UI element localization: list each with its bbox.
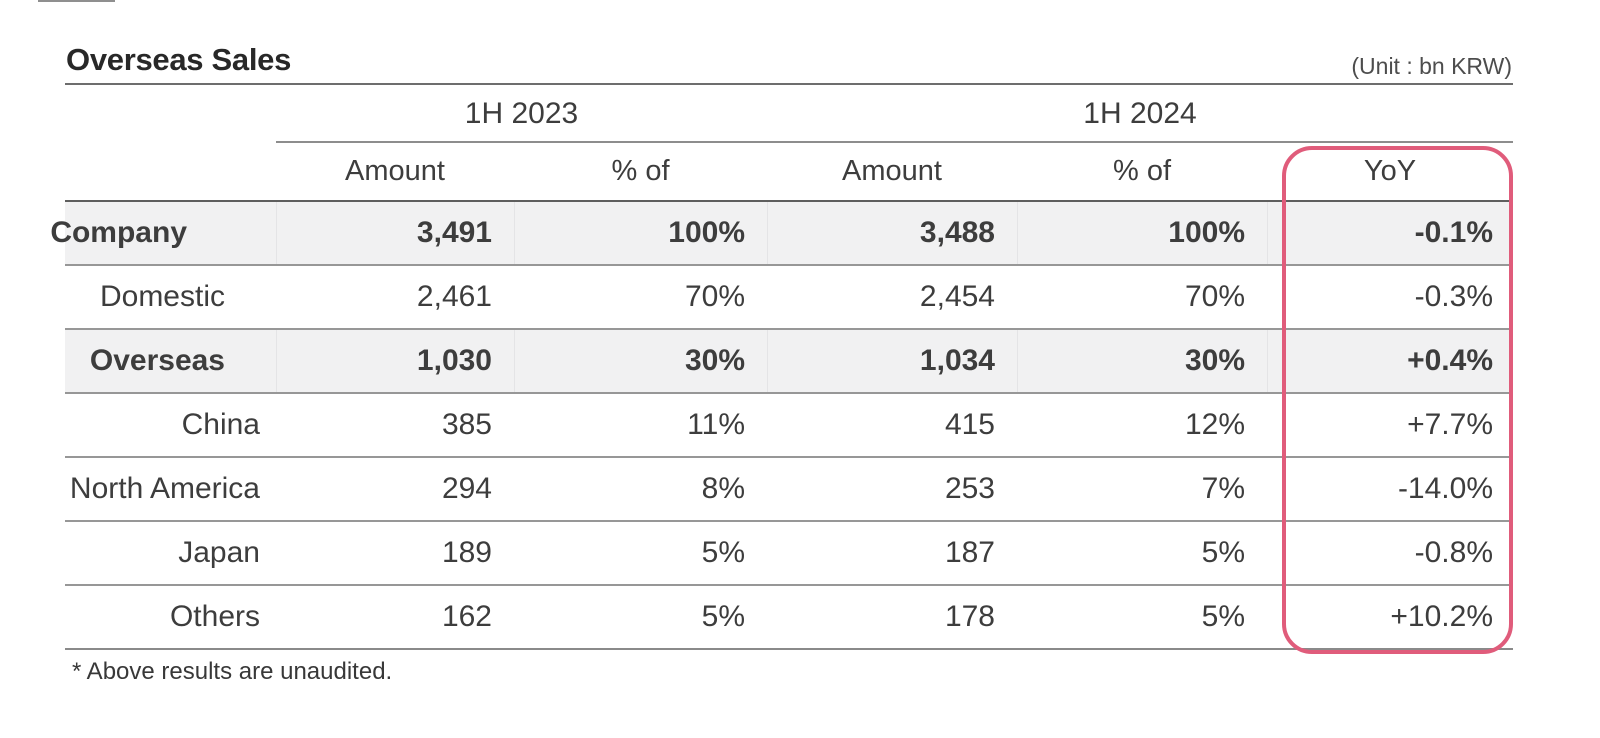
group-header-1h2024: 1H 2024 — [1083, 97, 1197, 130]
pct-2023-value: 30% — [514, 330, 767, 392]
page-title: Overseas Sales — [66, 42, 292, 77]
row-label: Others — [169, 600, 260, 633]
yoy-value: -0.8% — [1414, 536, 1493, 569]
row-label: Company — [50, 216, 187, 249]
pct-2024-value: 5% — [1201, 600, 1245, 633]
yoy-value: -0.3% — [1414, 280, 1493, 313]
amount-2023-value: 189 — [441, 536, 492, 569]
column-header-amount-2024: Amount — [842, 155, 942, 187]
amount-2023-value: 385 — [441, 408, 492, 441]
table-row-overseas: Overseas 1,030 30% 1,034 30% +0.4% — [65, 330, 1513, 394]
table-row-domestic: Domestic 2,461 70% 2,454 70% -0.3% — [65, 266, 1513, 330]
table-row-others: Others 162 5% 178 5% +10.2% — [65, 586, 1513, 650]
footnote: * Above results are unaudited. — [72, 658, 393, 685]
pct-2023-value: 100% — [514, 202, 767, 264]
unit-label: (Unit : bn KRW) — [1351, 53, 1512, 79]
pct-2024-value: 70% — [1184, 280, 1245, 313]
pct-2024-value: 12% — [1184, 408, 1245, 441]
overseas-sales-table: 1H 2023 1H 2024 Amount % of Amount % of … — [50, 83, 1513, 654]
amount-2024-value: 415 — [944, 408, 995, 441]
amount-2024-value: 1,034 — [767, 330, 1017, 392]
yoy-value: -14.0% — [1397, 472, 1493, 505]
table-row-china: China 385 11% 415 12% +7.7% — [65, 394, 1513, 458]
pct-2024-value: 30% — [1017, 330, 1267, 392]
table-column-header-row: Amount % of Amount % of YoY — [65, 143, 1513, 202]
pct-2023-value: 8% — [701, 472, 745, 505]
group-header-1h2023: 1H 2023 — [464, 97, 579, 130]
column-header-yoy: YoY — [1363, 155, 1417, 187]
yoy-value: +7.7% — [1407, 408, 1493, 441]
amount-2024-value: 187 — [944, 536, 995, 569]
row-label: Japan — [178, 536, 260, 569]
amount-2023-value: 1,030 — [276, 330, 514, 392]
top-edge-line-fragment — [38, 0, 115, 2]
pct-2024-value: 7% — [1201, 472, 1245, 505]
column-header-amount-2023: Amount — [345, 155, 445, 187]
amount-2024-value: 3,488 — [767, 202, 1017, 264]
amount-2023-value: 294 — [441, 472, 492, 505]
group-header-underline — [276, 141, 1513, 143]
amount-2024-value: 2,454 — [919, 280, 995, 313]
amount-2023-value: 3,491 — [276, 202, 514, 264]
amount-2023-value: 162 — [441, 600, 492, 633]
yoy-value: +10.2% — [1390, 600, 1493, 633]
amount-2024-value: 178 — [944, 600, 995, 633]
table-row-japan: Japan 189 5% 187 5% -0.8% — [65, 522, 1513, 586]
pct-2024-value: 5% — [1201, 536, 1245, 569]
amount-2024-value: 253 — [944, 472, 995, 505]
column-header-blank — [65, 143, 276, 200]
table-row-company: Company 3,491 100% 3,488 100% -0.1% — [50, 202, 1513, 266]
pct-2023-value: 70% — [684, 280, 745, 313]
row-label: North America — [69, 472, 260, 505]
table-group-header-row: 1H 2023 1H 2024 — [65, 85, 1513, 143]
column-header-pct-2024: % of — [1112, 155, 1172, 187]
column-header-pct-2023: % of — [611, 155, 670, 187]
table-row-north-america: North America 294 8% 253 7% -14.0% — [65, 458, 1513, 522]
amount-2023-value: 2,461 — [416, 280, 492, 313]
row-label: Overseas — [89, 344, 225, 377]
yoy-value: +0.4% — [1267, 330, 1513, 392]
pct-2023-value: 11% — [687, 408, 745, 441]
row-label: Domestic — [99, 280, 225, 313]
pct-2023-value: 5% — [701, 536, 745, 569]
pct-2023-value: 5% — [701, 600, 745, 633]
pct-2024-value: 100% — [1017, 202, 1267, 264]
yoy-value: -0.1% — [1267, 202, 1513, 264]
row-label: China — [181, 408, 260, 441]
